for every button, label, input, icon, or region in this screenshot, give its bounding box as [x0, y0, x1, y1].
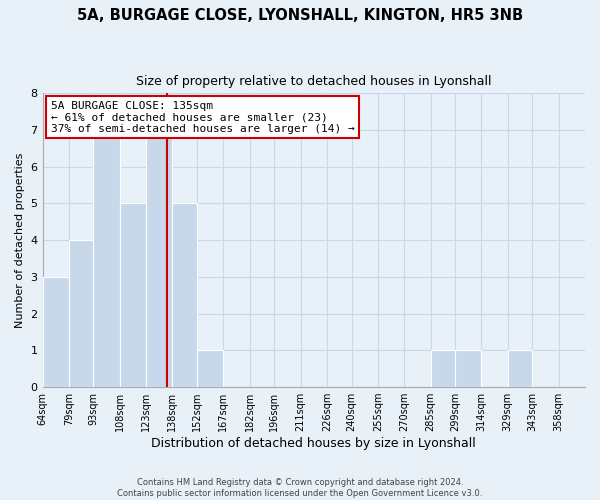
Bar — [43, 277, 69, 387]
Text: 5A BURGAGE CLOSE: 135sqm
← 61% of detached houses are smaller (23)
37% of semi-d: 5A BURGAGE CLOSE: 135sqm ← 61% of detach… — [50, 100, 355, 134]
Bar — [94, 130, 120, 387]
Bar — [508, 350, 532, 387]
Bar — [197, 350, 223, 387]
Bar — [146, 130, 172, 387]
Text: 5A, BURGAGE CLOSE, LYONSHALL, KINGTON, HR5 3NB: 5A, BURGAGE CLOSE, LYONSHALL, KINGTON, H… — [77, 8, 523, 22]
Bar — [69, 240, 94, 387]
Bar — [431, 350, 455, 387]
X-axis label: Distribution of detached houses by size in Lyonshall: Distribution of detached houses by size … — [151, 437, 476, 450]
Text: Contains HM Land Registry data © Crown copyright and database right 2024.
Contai: Contains HM Land Registry data © Crown c… — [118, 478, 482, 498]
Bar — [120, 204, 146, 387]
Title: Size of property relative to detached houses in Lyonshall: Size of property relative to detached ho… — [136, 75, 491, 88]
Bar — [172, 204, 197, 387]
Bar — [455, 350, 481, 387]
Y-axis label: Number of detached properties: Number of detached properties — [15, 152, 25, 328]
